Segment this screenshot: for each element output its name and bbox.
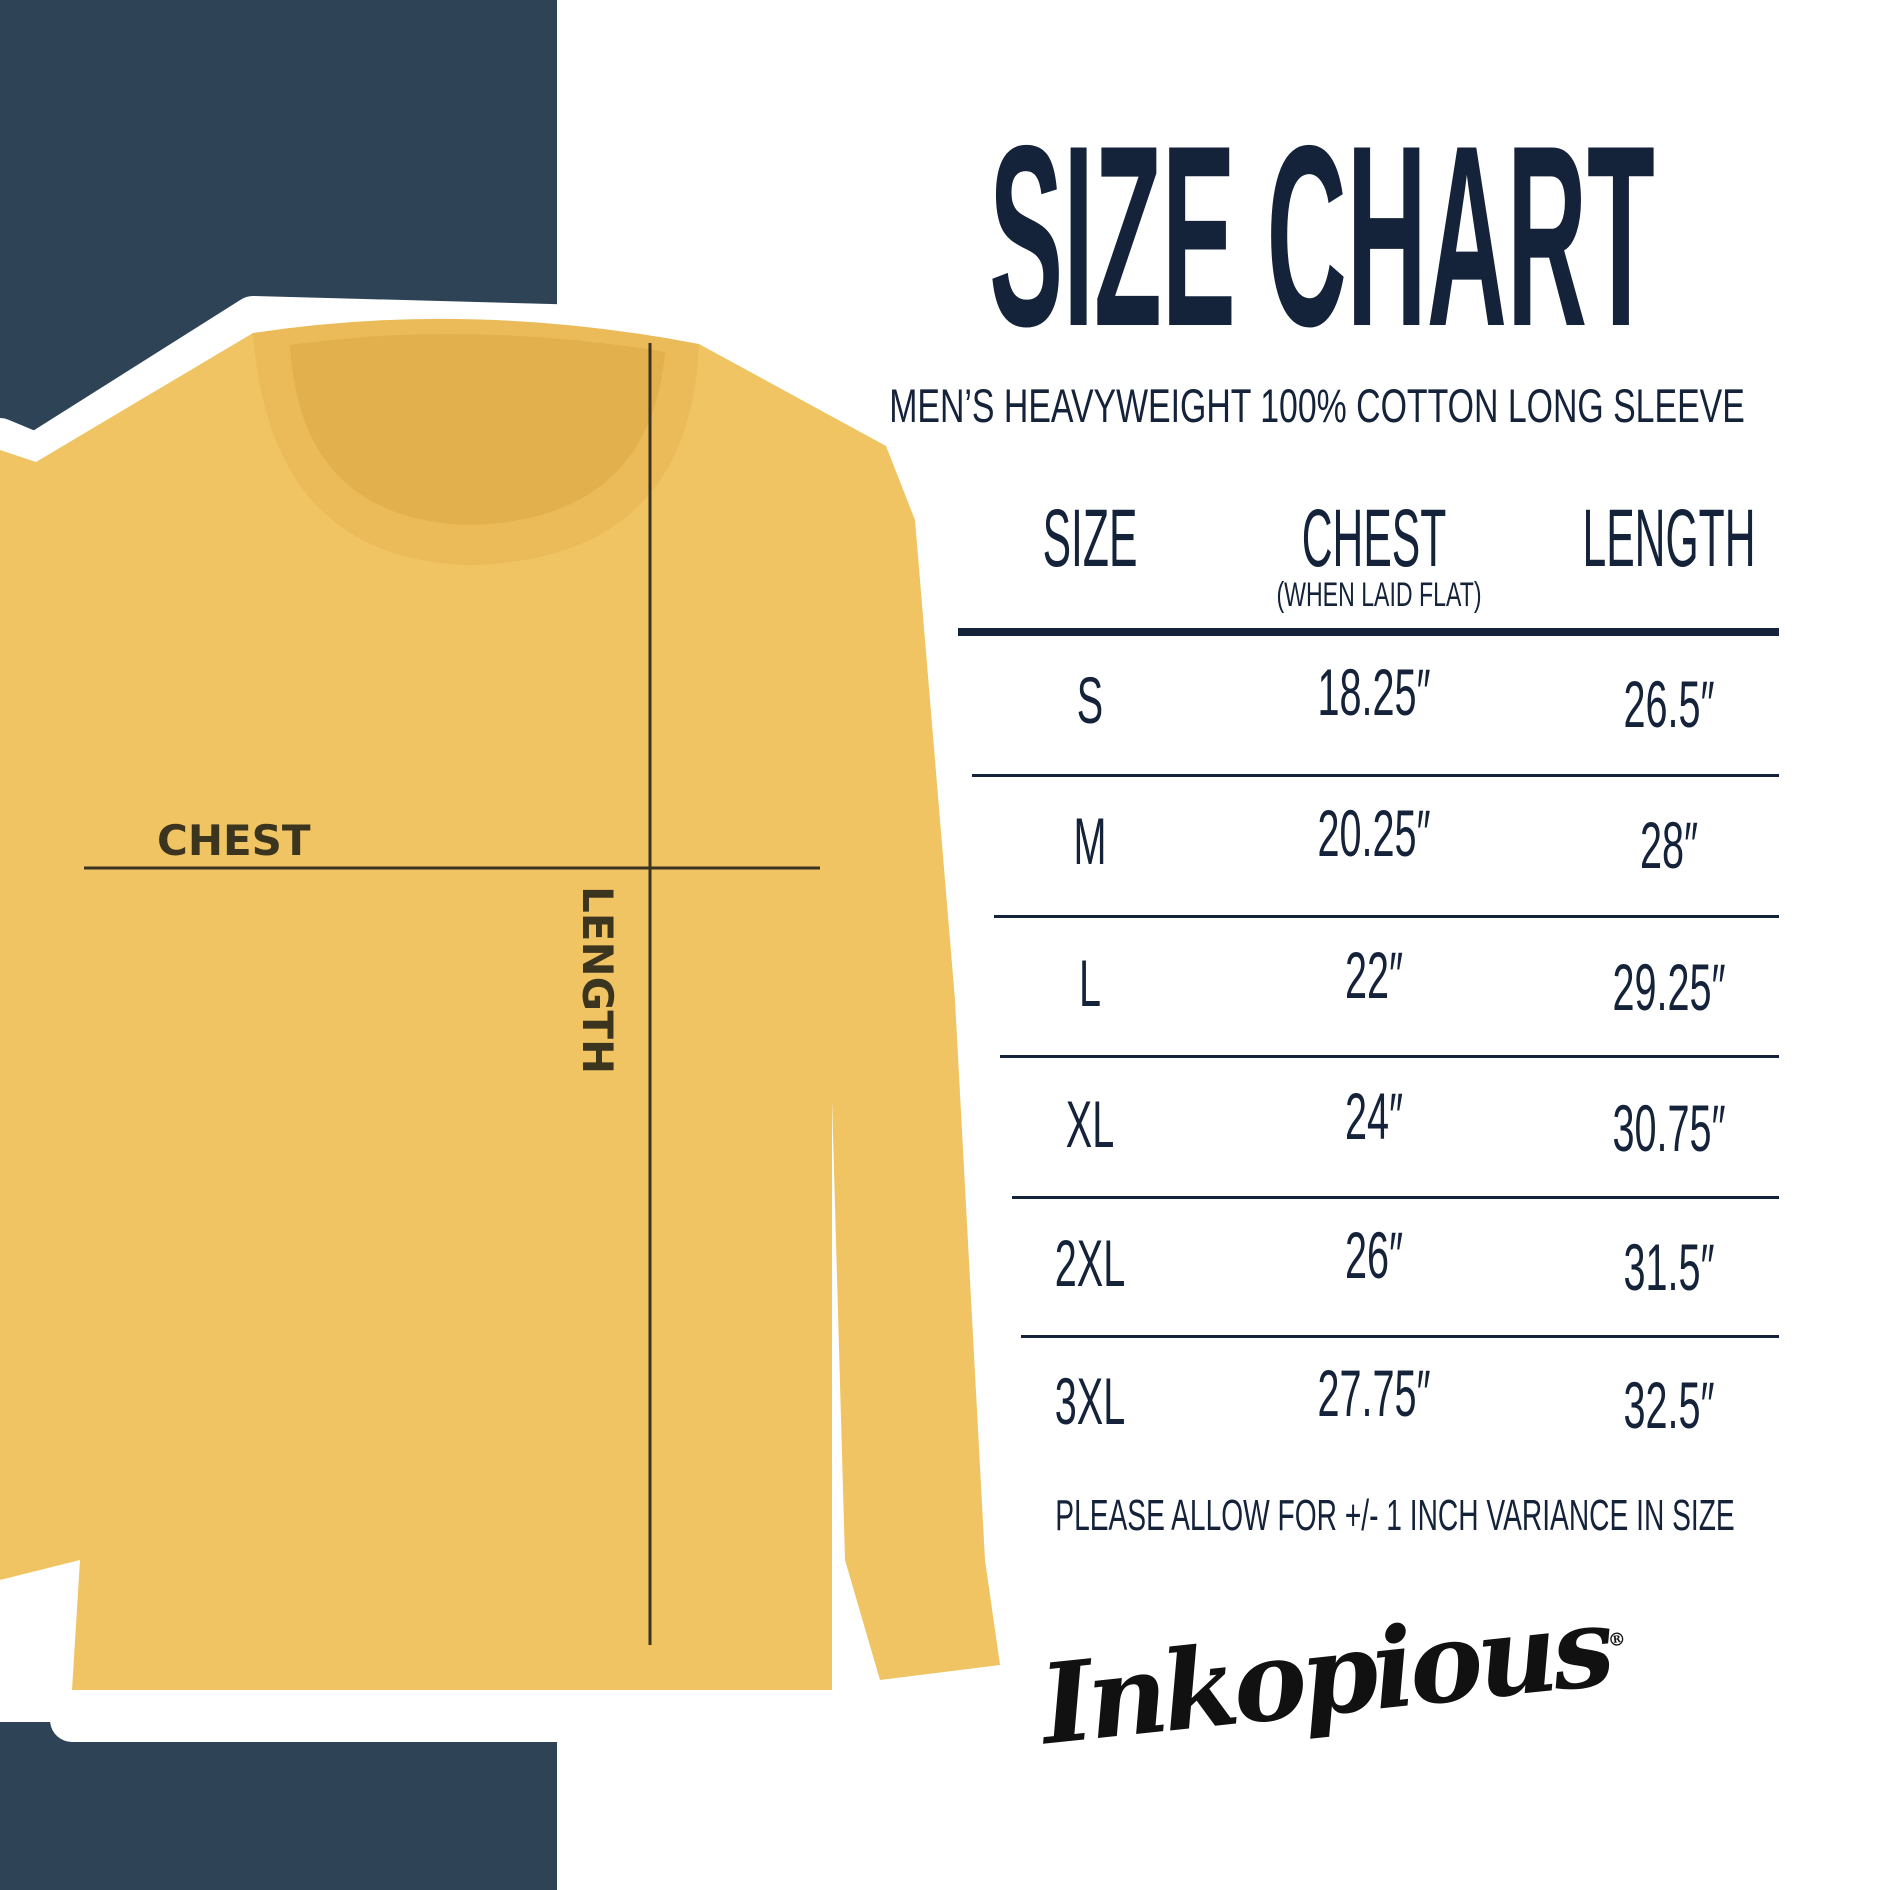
size-cell: XL (1066, 1087, 1114, 1161)
length-cell: 31.5″ (1623, 1230, 1714, 1304)
chest-cell: 20.25″ (1317, 796, 1430, 870)
header-chest-note: (WHEN LAID FLAT) (1276, 576, 1481, 614)
page-title: SIZE CHART (989, 91, 1655, 380)
row-divider (972, 774, 1779, 777)
chest-cell: 24″ (1345, 1079, 1403, 1153)
length-cell: 29.25″ (1612, 950, 1725, 1024)
row-divider (994, 915, 1779, 918)
length-cell: 28″ (1640, 808, 1698, 882)
header-length: LENGTH (1583, 493, 1756, 584)
length-cell: 30.75″ (1612, 1091, 1725, 1165)
size-cell: 3XL (1055, 1364, 1126, 1438)
product-subtitle: MEN’S HEAVYWEIGHT 100% COTTON LONG SLEEV… (889, 379, 1745, 432)
chest-cell: 18.25″ (1317, 655, 1430, 729)
registered-mark: ® (1606, 1628, 1627, 1652)
row-divider (1012, 1196, 1779, 1199)
size-cell: 2XL (1055, 1226, 1126, 1300)
chest-label: CHEST (157, 816, 311, 865)
chest-cell: 27.75″ (1317, 1356, 1430, 1430)
size-cell: M (1074, 804, 1107, 878)
length-label: LENGTH (573, 886, 622, 1075)
size-cell: L (1079, 946, 1101, 1020)
shirt-neck-opening (290, 334, 665, 525)
header-chest: CHEST (1302, 493, 1447, 584)
row-divider (1000, 1055, 1779, 1058)
size-table: SIZE CHEST (WHEN LAID FLAT) LENGTH S 18.2… (1043, 493, 1756, 1442)
header-size: SIZE (1043, 493, 1138, 584)
length-cell: 32.5″ (1623, 1368, 1714, 1442)
header-divider (958, 628, 1779, 636)
row-divider (1021, 1335, 1779, 1338)
shirt-body (0, 333, 1000, 1690)
size-cell: S (1077, 663, 1103, 737)
variance-note: PLEASE ALLOW FOR +/- 1 INCH VARIANCE IN … (1055, 1491, 1734, 1540)
length-cell: 26.5″ (1623, 667, 1714, 741)
chest-cell: 22″ (1345, 938, 1403, 1012)
chest-cell: 26″ (1345, 1218, 1403, 1292)
